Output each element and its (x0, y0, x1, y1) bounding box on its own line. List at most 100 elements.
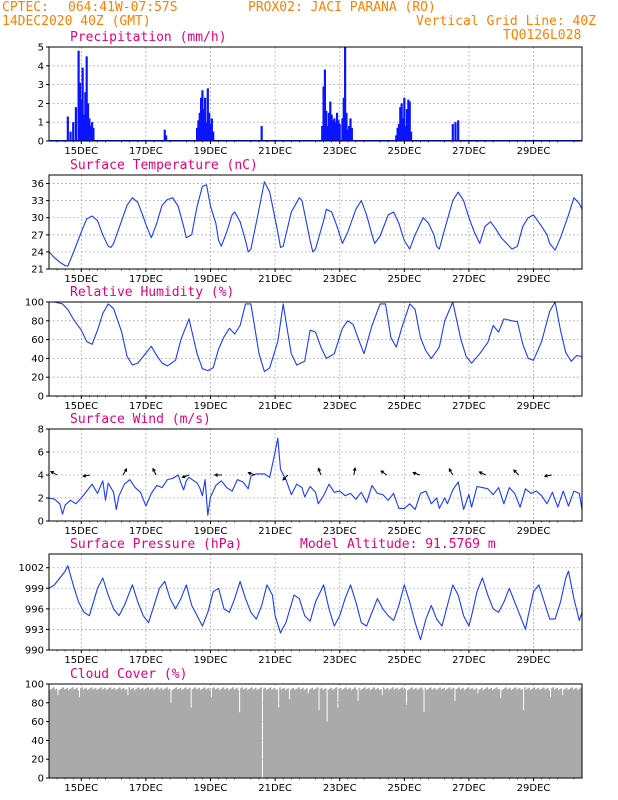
x-tick-label: 23DEC (323, 146, 357, 157)
cloud-cover-bar (471, 687, 474, 778)
cloud-cover-bar (139, 689, 141, 778)
cloud-cover-bar (343, 688, 346, 778)
wind-panel: Surface Wind (m/s) 0 2 4 6 8 15DEC 17DEC 19DEC 21… (38, 412, 583, 537)
cloud-cover-bar (108, 688, 110, 778)
cloud-cover-bar (240, 688, 242, 778)
temp-title: Surface Temperature (nC) (70, 158, 258, 173)
cloud-cover-bar (244, 688, 246, 778)
cloud-cover-bar (178, 688, 180, 778)
precip-bar (197, 120, 200, 141)
cloud-cover-bar (92, 689, 94, 778)
cloud-cover-bar (233, 689, 236, 778)
cloud-cover-bar (268, 688, 271, 778)
cloud-cover-bar (431, 689, 433, 778)
cloud-cover-bar (101, 689, 104, 778)
cloud-cover-bar (275, 690, 277, 778)
y-tick-label: 3 (38, 80, 44, 91)
cloud-cover-bar (283, 687, 285, 778)
cloud-cover-bar (444, 690, 447, 778)
cloud-cover-bar (58, 690, 61, 778)
cloud-cover-bar (175, 687, 178, 778)
cloud-cover-bar (123, 687, 125, 778)
cloud-cover-bar (260, 687, 263, 778)
y-tick-label: 36 (31, 179, 44, 190)
x-tick-label: 17DEC (129, 146, 163, 157)
y-tick-label: 2 (38, 99, 44, 110)
cloud-cover-bar (358, 687, 361, 778)
cloud-cover-bar (156, 687, 159, 778)
cloud-cover-bar (223, 689, 226, 778)
cloud-cover-bar (83, 688, 86, 778)
cloud-cover-bar (292, 687, 295, 778)
cloud-cover-bar (254, 687, 257, 778)
cloud-cover-bar (135, 689, 137, 778)
cloud-cover-bar (495, 687, 498, 778)
cloud-cover-bar (105, 690, 108, 778)
x-tick-label: 23DEC (323, 783, 357, 794)
cloud-cover-bar (93, 688, 96, 778)
wind-arrowhead (478, 471, 483, 475)
precip-bar (329, 101, 332, 141)
cloud-cover-bar (140, 688, 143, 778)
cloud-cover-bar (89, 688, 92, 778)
cloud-cover-bar (252, 689, 254, 778)
cloud-cover-bar (338, 688, 341, 778)
x-tick-label: 15DEC (64, 146, 98, 157)
cloud-cover-bar (193, 688, 195, 778)
precip-bar (331, 120, 335, 141)
cloud-cover-bar (229, 689, 232, 778)
header-grid-note: Vertical Grid Line: 40Z (416, 14, 596, 29)
cloud-cover-bar (276, 689, 279, 778)
x-tick-label: 15DEC (64, 401, 98, 412)
cloud-cover-bar (425, 690, 428, 778)
x-tick-label: 21DEC (258, 526, 292, 537)
rh-panel: Relative Humidity (%) 0 20 40 60 80 100 15DEC 17… (25, 285, 583, 412)
cloud-cover-bar (75, 687, 78, 778)
cloud-cover-bar (455, 689, 458, 778)
cloud-cover-bar (241, 687, 244, 778)
cloud-cover-bar (319, 688, 322, 778)
y-tick-label: 4 (38, 61, 44, 72)
cloud-cover-bar (411, 687, 413, 778)
cloud-cover-bar (443, 687, 446, 778)
precip-bar (78, 82, 82, 141)
cloud-cover-bar (392, 687, 394, 778)
precip-bar (195, 127, 199, 141)
cloud-cover-bar (94, 687, 97, 778)
pres-series-line (48, 565, 583, 641)
cloud-cover-bar (61, 688, 63, 778)
y-tick-label: 40 (31, 354, 44, 365)
wind-arrowhead (82, 473, 87, 478)
cloud-cover-bar (102, 688, 105, 778)
x-tick-label: 25DEC (387, 655, 421, 666)
y-tick-label: 999 (25, 584, 44, 595)
y-tick-label: 21 (31, 265, 44, 276)
pres-title: Surface Pressure (hPa) (70, 537, 242, 552)
precip-bar (208, 112, 211, 141)
precip-bar (86, 103, 90, 141)
cloud-cover-bar (201, 689, 203, 778)
precip-bar (85, 56, 88, 141)
cloud-cover-bar (369, 690, 372, 778)
cloud-cover-bar (79, 688, 82, 778)
cloud-cover-bar (424, 687, 427, 778)
wind-title: Surface Wind (m/s) (70, 412, 211, 427)
cloud-cover-bar (198, 687, 201, 778)
cloud-cover-bar (353, 688, 355, 778)
cloud-cover-bar (577, 689, 580, 778)
cloud-cover-bar (510, 690, 513, 778)
cloud-cover-bar (97, 689, 100, 778)
cloud-cover-bar (468, 689, 471, 778)
cloud-cover-bar (367, 687, 370, 778)
cloud-cover-bar (312, 690, 315, 778)
x-tick-label: 27DEC (452, 401, 486, 412)
cloud-cover-bar (70, 688, 73, 778)
cloud-cover-bar (572, 689, 575, 778)
cloud-cover-bar (279, 687, 281, 778)
cloud-cover-bar (354, 687, 357, 778)
cloud-cover-bar (460, 688, 463, 778)
cloud-cover-bar (386, 687, 389, 778)
cloud-cover-bar (163, 689, 166, 778)
cloud-cover-bar (172, 689, 175, 778)
cloud-cover-bar (62, 687, 65, 778)
